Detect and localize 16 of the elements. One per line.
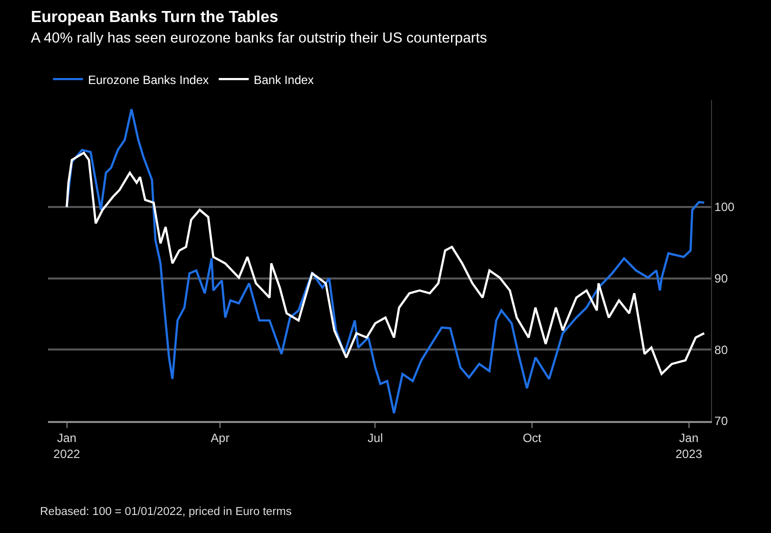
x-tick-label: Jul: [368, 431, 383, 446]
y-tick-label: 80: [714, 342, 728, 357]
chart-title: European Banks Turn the Tables: [30, 8, 278, 26]
line-series: [66, 152, 706, 376]
text: Rebased: 100 = 01/01/2022, priced in Euro terms: [40, 506, 292, 518]
x-tick-label: Apr: [210, 431, 230, 446]
chart-subtitle: A 40% rally has seen eurozone banks far outstrip their US counterparts: [30, 30, 488, 47]
x-tick-label: Jan 2023: [675, 431, 703, 461]
y-tick-label: 90: [714, 272, 728, 286]
line-series: [66, 108, 706, 414]
legend-label: Bank Index: [254, 72, 314, 87]
y-tick-label: 70: [714, 414, 728, 428]
y-tick-label: 100: [714, 200, 735, 214]
x-tick-label: Oct: [522, 431, 542, 446]
x-tick-label: Jan 2022: [53, 431, 80, 461]
legend-label: Eurozone Banks Index: [88, 72, 209, 87]
